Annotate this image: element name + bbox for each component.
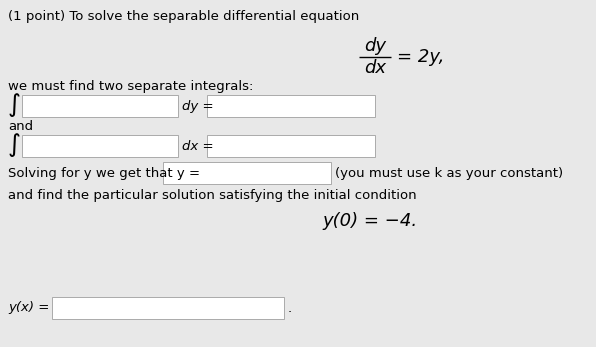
Text: dx: dx (364, 59, 386, 77)
Text: ∫: ∫ (8, 133, 21, 157)
FancyBboxPatch shape (52, 297, 284, 319)
Text: dy: dy (364, 37, 386, 55)
FancyBboxPatch shape (207, 135, 375, 157)
Text: y(0) = −4.: y(0) = −4. (322, 212, 418, 230)
Text: and: and (8, 120, 33, 133)
Text: and find the particular solution satisfying the initial condition: and find the particular solution satisfy… (8, 189, 417, 202)
Text: y(x) =: y(x) = (8, 302, 49, 314)
Text: dx =: dx = (182, 139, 213, 152)
Text: we must find two separate integrals:: we must find two separate integrals: (8, 80, 253, 93)
FancyBboxPatch shape (22, 95, 178, 117)
FancyBboxPatch shape (207, 95, 375, 117)
Text: (you must use k as your constant): (you must use k as your constant) (335, 167, 563, 179)
Text: Solving for y we get that y =: Solving for y we get that y = (8, 167, 200, 179)
FancyBboxPatch shape (163, 162, 331, 184)
Text: dy =: dy = (182, 100, 213, 112)
Text: = 2y,: = 2y, (397, 48, 445, 66)
Text: (1 point) To solve the separable differential equation: (1 point) To solve the separable differe… (8, 10, 359, 23)
Text: .: . (288, 302, 292, 314)
Text: ∫: ∫ (8, 93, 21, 117)
FancyBboxPatch shape (22, 135, 178, 157)
